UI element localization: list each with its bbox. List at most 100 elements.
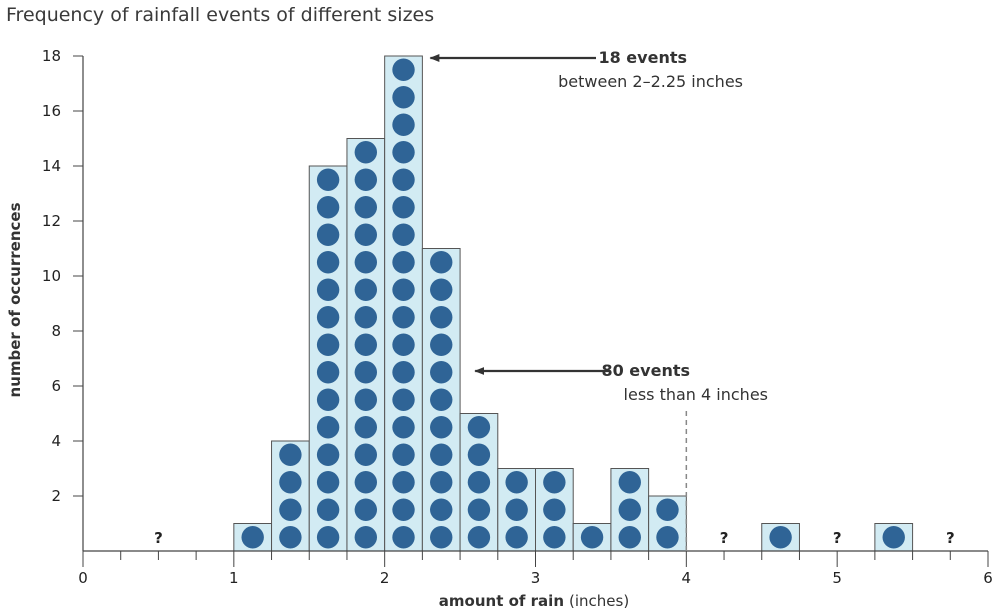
event-dot [354, 251, 378, 274]
event-dot [354, 526, 378, 549]
event-dot [354, 388, 378, 411]
event-dot [354, 306, 378, 329]
histogram-bar-group [384, 55, 423, 552]
event-dot [467, 498, 491, 521]
event-dot [316, 416, 340, 439]
event-dot [392, 141, 415, 164]
event-dot [430, 278, 453, 301]
annotation: 18 events between 2–2.25 inches [429, 48, 743, 91]
event-dot [316, 498, 340, 521]
annotation-subtitle: between 2–2.25 inches [558, 72, 743, 91]
event-dot [430, 306, 453, 329]
event-dot [430, 388, 453, 411]
event-dot [430, 471, 453, 494]
histogram-bar-group [421, 248, 461, 552]
event-dot [354, 223, 378, 246]
histogram-bar-group [648, 495, 687, 552]
event-dot [430, 333, 453, 356]
x-tick-label: 6 [983, 569, 993, 587]
unknown-mark: ? [154, 529, 163, 547]
event-dot [392, 333, 415, 356]
event-dot [392, 86, 415, 109]
event-dot [656, 498, 679, 521]
histogram-bar [384, 55, 423, 552]
event-dot [392, 168, 415, 191]
event-dot [316, 333, 340, 356]
event-dot [656, 526, 679, 549]
annotation-title: 80 events [601, 361, 690, 380]
bars-layer: ???? [154, 55, 955, 552]
event-dot [430, 361, 453, 384]
histogram-bar-group [459, 413, 499, 552]
event-dot [392, 113, 415, 136]
event-dot [392, 416, 415, 439]
event-dot [354, 361, 378, 384]
event-dot [316, 443, 340, 466]
event-dot [392, 443, 415, 466]
event-dot [354, 278, 378, 301]
event-dot [316, 168, 340, 191]
annotation-title: 18 events [598, 48, 687, 67]
y-tick-label: 10 [42, 267, 61, 285]
histogram-bar-group [874, 523, 914, 552]
event-dot [392, 58, 415, 81]
histogram-bar-group [761, 523, 800, 552]
histogram-bar-group [233, 523, 273, 552]
event-dot [279, 498, 302, 521]
y-tick-label: 2 [51, 487, 61, 505]
unknown-mark: ? [720, 529, 729, 547]
event-dot [467, 526, 491, 549]
event-dot [467, 471, 491, 494]
event-dot [430, 498, 453, 521]
annotation-subtitle: less than 4 inches [624, 385, 768, 404]
event-dot [392, 388, 415, 411]
event-dot [316, 388, 340, 411]
event-dot [279, 443, 302, 466]
y-axis-label: number of occurrences [6, 202, 24, 397]
event-dot [769, 526, 792, 549]
event-dot [241, 526, 264, 549]
histogram-bar-group [308, 165, 348, 552]
chart-title: Frequency of rainfall events of differen… [6, 4, 435, 26]
event-dot [354, 416, 378, 439]
histogram-bar-group [346, 138, 386, 552]
event-dot [316, 471, 340, 494]
y-tick-label: 12 [42, 212, 61, 230]
x-axis-label: amount of rain (inches) [439, 592, 629, 610]
event-dot [882, 526, 905, 549]
y-tick-label: 4 [51, 432, 61, 450]
event-dot [354, 333, 378, 356]
unknown-mark: ? [833, 529, 842, 547]
event-dot [354, 498, 378, 521]
y-tick-label: 8 [51, 322, 61, 340]
event-dot [316, 196, 340, 219]
event-dot [505, 471, 528, 494]
event-dot [505, 526, 528, 549]
event-dot [467, 443, 491, 466]
event-dot [430, 416, 453, 439]
event-dot [543, 526, 566, 549]
x-axis-label-unit: (inches) [569, 592, 629, 610]
x-axis-label-main: amount of rain [439, 592, 564, 610]
event-dot [392, 196, 415, 219]
event-dot [392, 526, 415, 549]
event-dot [316, 361, 340, 384]
x-tick-label: 5 [832, 569, 842, 587]
event-dot [467, 416, 491, 439]
event-dot [543, 498, 566, 521]
event-dot [354, 443, 378, 466]
event-dot [618, 526, 641, 549]
event-dot [430, 251, 453, 274]
event-dot [354, 196, 378, 219]
x-tick-label: 4 [682, 569, 692, 587]
y-tick-label: 18 [42, 47, 61, 65]
event-dot [618, 498, 641, 521]
event-dot [392, 306, 415, 329]
event-dot [279, 526, 302, 549]
event-dot [392, 278, 415, 301]
event-dot [316, 278, 340, 301]
histogram-bar-group [271, 440, 310, 552]
x-tick-label: 2 [380, 569, 390, 587]
